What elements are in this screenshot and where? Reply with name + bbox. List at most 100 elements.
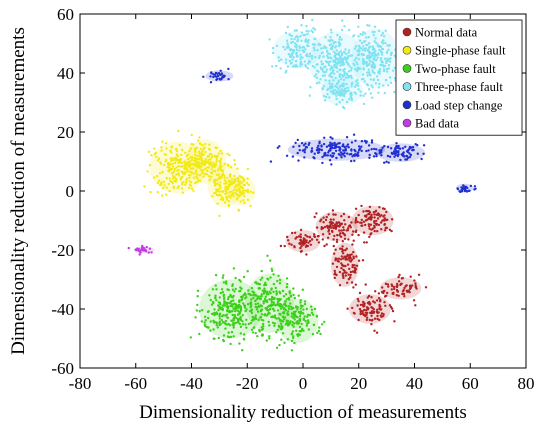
legend-marker [402, 100, 412, 110]
data-point [220, 165, 223, 168]
data-point [188, 176, 191, 180]
data-point [320, 148, 323, 152]
data-point [384, 29, 387, 32]
data-point [361, 58, 365, 61]
data-point [259, 309, 263, 312]
data-point [334, 57, 337, 60]
data-point [401, 153, 405, 157]
data-point [307, 41, 310, 44]
data-point [301, 46, 304, 49]
data-point [250, 311, 254, 315]
data-point [239, 332, 242, 335]
data-point [357, 25, 360, 28]
data-point [382, 69, 386, 73]
data-point [364, 49, 367, 52]
data-point [242, 180, 245, 183]
data-point [370, 84, 373, 87]
data-point [302, 308, 305, 311]
data-point [227, 67, 230, 71]
data-point [231, 296, 234, 299]
data-point [320, 227, 323, 231]
data-point [236, 176, 240, 180]
data-point [304, 142, 307, 145]
data-point [229, 335, 233, 339]
data-point [284, 48, 287, 51]
data-point [156, 175, 159, 178]
data-point [234, 287, 237, 291]
data-point [239, 318, 243, 322]
data-point [281, 289, 285, 293]
data-point [225, 187, 229, 191]
data-point [324, 70, 328, 74]
points-layer [127, 18, 477, 352]
data-point [310, 238, 314, 241]
data-point [383, 214, 386, 217]
data-point [344, 249, 347, 252]
data-point [171, 177, 175, 180]
data-point [345, 145, 348, 148]
data-point [143, 185, 146, 188]
data-point [290, 315, 293, 318]
x-tick-label: -60 [124, 374, 147, 393]
data-point [281, 332, 285, 335]
data-point [389, 81, 393, 85]
data-point [236, 321, 239, 324]
data-point [341, 74, 344, 77]
data-point [366, 74, 369, 77]
data-point [273, 322, 277, 325]
data-point [231, 283, 234, 286]
data-point [218, 175, 221, 179]
data-point [214, 294, 217, 297]
data-point [161, 194, 164, 197]
data-point [368, 153, 371, 157]
data-point [313, 37, 316, 41]
data-point [218, 166, 221, 170]
data-point [238, 195, 241, 198]
data-point [308, 236, 312, 239]
data-point [297, 159, 300, 162]
data-point [262, 325, 265, 328]
data-point [331, 45, 335, 48]
data-point [175, 157, 178, 160]
data-point [375, 299, 379, 302]
data-point [291, 312, 294, 316]
data-point [383, 295, 387, 298]
data-point [363, 241, 366, 244]
data-point [199, 162, 203, 165]
data-point [360, 77, 364, 81]
data-point [356, 63, 359, 66]
data-point [313, 215, 316, 219]
data-point [349, 226, 352, 229]
data-point [291, 58, 294, 61]
data-point [350, 98, 354, 102]
data-point [368, 235, 371, 239]
data-point [373, 66, 376, 70]
data-point [370, 141, 374, 144]
data-point [220, 318, 223, 322]
data-point [200, 320, 203, 323]
data-point [294, 42, 297, 45]
data-point [308, 52, 312, 55]
data-point [289, 62, 293, 65]
data-point [209, 320, 212, 323]
data-point [290, 349, 294, 352]
cluster-halo [245, 273, 294, 333]
data-point [293, 341, 296, 345]
data-point [386, 145, 390, 149]
data-point [343, 219, 346, 222]
data-point [364, 92, 367, 95]
data-point [349, 96, 352, 100]
data-point [341, 231, 344, 235]
data-point [191, 167, 194, 170]
data-point [276, 146, 279, 149]
data-point [388, 43, 391, 47]
data-point [188, 186, 191, 190]
data-point [173, 179, 176, 183]
data-point [367, 49, 370, 53]
data-point [342, 228, 345, 232]
data-point [292, 145, 295, 148]
data-point [345, 229, 348, 232]
data-point [280, 325, 284, 329]
data-point [373, 317, 377, 320]
data-point [200, 165, 203, 168]
